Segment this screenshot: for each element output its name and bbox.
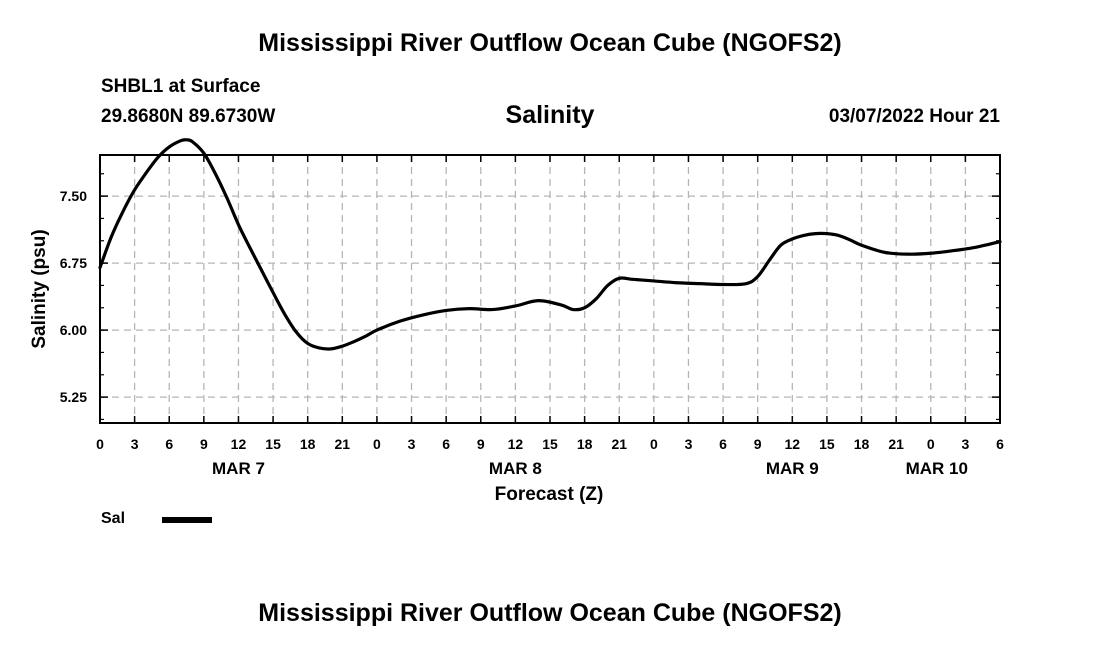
parameter-title: Salinity: [505, 101, 595, 129]
station-coordinates: 29.8680N 89.6730W: [101, 106, 276, 127]
x-tick-label: 3: [685, 436, 693, 452]
x-date-label: MAR 9: [766, 459, 819, 478]
x-date-label: MAR 10: [906, 459, 968, 478]
x-tick-label: 3: [131, 436, 139, 452]
label-layer: 0 3 6 9 12 15 18 21 0 3 6 9 12 15 18 21 0 3 6 9 12 15 18 21 0 3 6 5…: [29, 188, 1004, 505]
x-tick-label: 21: [611, 436, 627, 452]
x-date-label: MAR 8: [489, 459, 542, 478]
plot-frame: [99, 154, 1001, 424]
chart-footer-title: Mississippi River Outflow Ocean Cube (NG…: [258, 599, 842, 627]
x-tick-label: 9: [477, 436, 485, 452]
x-axis-title: Forecast (Z): [495, 484, 604, 505]
x-tick-label: 15: [542, 436, 558, 452]
legend-label: Sal: [101, 510, 126, 527]
legend-line-swatch: [162, 517, 212, 523]
x-tick-label: 12: [785, 436, 801, 452]
x-tick-label: 0: [927, 436, 935, 452]
x-tick-label: 6: [719, 436, 727, 452]
x-tick-label: 9: [754, 436, 762, 452]
x-tick-label: 0: [373, 436, 381, 452]
x-tick-label: 0: [650, 436, 658, 452]
x-date-label: MAR 7: [212, 459, 265, 478]
x-tick-label: 18: [854, 436, 870, 452]
y-tick-label: 6.75: [60, 255, 87, 271]
x-tick-label: 21: [888, 436, 904, 452]
x-tick-label: 12: [508, 436, 524, 452]
x-tick-label: 3: [408, 436, 416, 452]
x-tick-label: 18: [577, 436, 593, 452]
x-tick-label: 12: [231, 436, 247, 452]
x-tick-label: 6: [442, 436, 450, 452]
x-tick-label: 6: [165, 436, 173, 452]
x-tick-label: 15: [819, 436, 835, 452]
station-label: SHBL1 at Surface: [101, 76, 261, 97]
legend: Sal: [101, 510, 212, 530]
x-tick-label: 0: [96, 436, 104, 452]
x-tick-label: 21: [335, 436, 351, 452]
x-tick-label: 9: [200, 436, 208, 452]
y-tick-label: 6.00: [60, 322, 87, 338]
forecast-datetime: 03/07/2022 Hour 21: [828, 106, 1000, 127]
x-tick-label: 6: [996, 436, 1004, 452]
y-axis-title: Salinity (psu): [29, 229, 50, 348]
x-tick-label: 18: [300, 436, 316, 452]
x-tick-label: 3: [961, 436, 969, 452]
x-tick-label: 15: [265, 436, 281, 452]
chart-main-title: Mississippi River Outflow Ocean Cube (NG…: [258, 29, 842, 57]
grid-layer: [100, 155, 1000, 423]
y-tick-label: 7.50: [60, 188, 87, 204]
y-tick-label: 5.25: [60, 389, 87, 405]
